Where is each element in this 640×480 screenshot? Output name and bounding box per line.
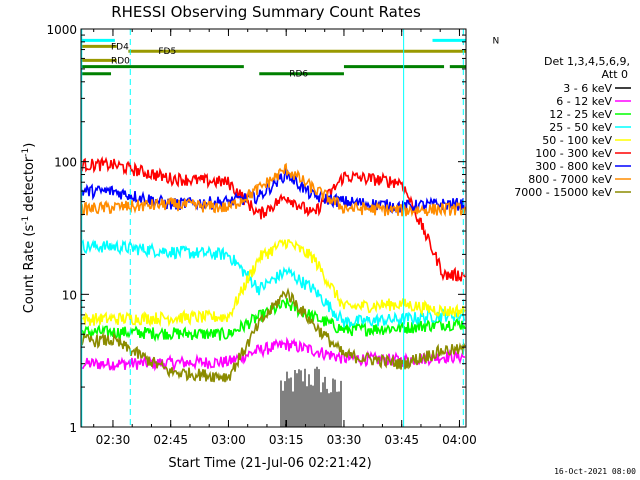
time-markers <box>81 29 464 427</box>
legend-entry-label-5: 100 - 300 keV <box>535 147 612 160</box>
y-tick-label-2: 100 <box>54 156 77 170</box>
series-line-8 <box>81 287 466 383</box>
series-line-5 <box>81 156 466 282</box>
chart-title: RHESSI Observing Summary Count Rates <box>111 3 421 21</box>
observing-bars: N FD4 FD5 RD0 RD6 <box>81 36 500 80</box>
y-axis: 1 10 100 1000 <box>46 23 466 435</box>
y-tick-label-0: 1 <box>69 421 77 435</box>
legend-header-detectors: Det 1,3,4,5,6,9, <box>544 55 630 68</box>
legend-entry-label-6: 300 - 800 keV <box>535 160 612 173</box>
y-tick-label-1: 10 <box>62 288 77 302</box>
y-label-sup2: -1 <box>21 148 31 157</box>
x-tick-label-2: 03:00 <box>211 433 246 447</box>
x-tick-label-4: 03:30 <box>327 433 362 447</box>
y-axis-label: Count Rate (s-1 detector-1) <box>21 143 37 314</box>
legend-entry-label-4: 50 - 100 keV <box>542 134 612 147</box>
y-label-mid: detector <box>22 156 37 216</box>
y-label-end: ) <box>22 143 37 148</box>
legend-header-attenuator: Att 0 <box>602 68 628 81</box>
mode-bar-label-3: RD0 <box>111 56 130 66</box>
x-tick-label-5: 03:45 <box>384 433 419 447</box>
series-line-4 <box>81 239 466 327</box>
x-axis: 02:30 02:45 03:00 03:15 03:30 03:45 04:00 <box>93 29 477 447</box>
x-tick-label-6: 04:00 <box>442 433 477 447</box>
series-traces <box>81 156 466 427</box>
y-label-sup1: -1 <box>21 216 31 225</box>
legend-entry-label-3: 25 - 50 keV <box>549 121 612 134</box>
series-line-0 <box>280 366 342 427</box>
y-label-main: Count Rate (s <box>22 225 37 314</box>
footer-date: 16-Oct-2021 08:00 <box>554 467 636 476</box>
y-tick-label-3: 1000 <box>46 23 77 37</box>
legend-entry-label-2: 12 - 25 keV <box>549 108 612 121</box>
mode-bar-label-5: RD6 <box>289 70 308 80</box>
x-tick-label-1: 02:45 <box>153 433 188 447</box>
x-axis-label: Start Time (21-Jul-06 02:21:42) <box>168 456 371 471</box>
x-tick-label-0: 02:30 <box>96 433 131 447</box>
x-tick-label-3: 03:15 <box>269 433 304 447</box>
series-line-1 <box>81 336 466 373</box>
legend-entry-label-8: 7000 - 15000 keV <box>514 186 612 199</box>
legend-entry-label-0: 3 - 6 keV <box>563 82 612 95</box>
mode-bar-label-0: N <box>493 36 500 46</box>
mode-bar-label-1: FD4 <box>111 42 129 52</box>
plot-frame <box>80 28 467 428</box>
legend-entry-label-1: 6 - 12 keV <box>556 95 612 108</box>
legend-entry-label-7: 800 - 7000 keV <box>528 173 612 186</box>
series-line-7 <box>81 162 466 218</box>
series-line-3 <box>81 239 466 328</box>
mode-bar-label-2: FD5 <box>158 47 176 57</box>
